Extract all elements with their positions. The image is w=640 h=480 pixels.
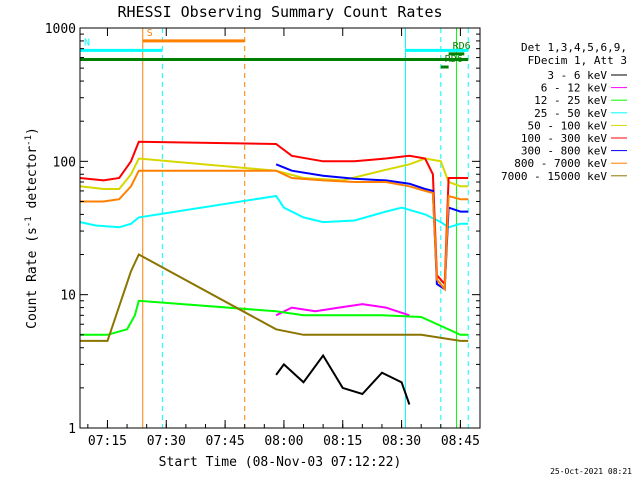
legend-label-2: 6 - 12 keV bbox=[541, 82, 608, 95]
legend-label-5: 50 - 100 keV bbox=[528, 119, 608, 132]
status-bar-label-1: S bbox=[147, 28, 153, 39]
plot-frame bbox=[79, 27, 481, 429]
series-line-8 bbox=[80, 169, 469, 292]
status-bar-label-5: RD6 bbox=[453, 41, 471, 52]
legend-label-6: 100 - 300 keV bbox=[521, 132, 607, 145]
legend-label-9: 7000 - 15000 keV bbox=[501, 170, 607, 183]
series-line-1 bbox=[275, 353, 411, 405]
legend-header-line-2: FDecim 1, Att 3 bbox=[528, 54, 627, 67]
timestamp: 25-Oct-2021 08:21 bbox=[550, 467, 632, 476]
legend: Det 1,3,4,5,6,9, FDecim 1, Att 3 3 - 6 k… bbox=[501, 41, 627, 183]
y-tick-label-4: 1000 bbox=[45, 22, 76, 37]
legend-header-line-1: Det 1,3,4,5,6,9, bbox=[521, 41, 627, 54]
x-tick-label-5: 08:15 bbox=[323, 434, 362, 449]
series-line-7 bbox=[275, 163, 469, 291]
legend-label-3: 12 - 25 keV bbox=[534, 94, 607, 107]
y-axis-label-end: ) bbox=[25, 127, 40, 135]
x-tick-label-2: 07:30 bbox=[147, 434, 186, 449]
y-axis-label-mid: detector bbox=[25, 146, 40, 217]
y-axis: 1 10 100 1000 bbox=[45, 22, 480, 437]
y-axis-label-sup1: -1 bbox=[24, 216, 34, 227]
series-line-9 bbox=[80, 253, 469, 342]
chart-title: RHESSI Observing Summary Count Rates bbox=[117, 3, 442, 21]
status-bar-label-2: N bbox=[84, 37, 90, 48]
x-axis-label: Start Time (08-Nov-03 07:12:22) bbox=[159, 455, 402, 470]
y-axis-label-main: Count Rate (s bbox=[25, 227, 40, 329]
x-tick-label-4: 08:00 bbox=[264, 434, 303, 449]
x-tick-label-6: 08:30 bbox=[382, 434, 421, 449]
series-line-3 bbox=[80, 299, 469, 336]
plot-area: S N RD6 RD6 bbox=[79, 28, 471, 428]
y-axis-label: Count Rate (s-1 detector-1) bbox=[24, 127, 40, 329]
legend-label-1: 3 - 6 keV bbox=[547, 69, 607, 82]
status-bar-label-6: RD6 bbox=[445, 54, 463, 65]
y-tick-label-1: 1 bbox=[68, 422, 76, 437]
y-axis-label-sup2: -1 bbox=[24, 135, 34, 146]
legend-label-7: 300 - 800 keV bbox=[521, 145, 607, 158]
x-tick-label-1: 07:15 bbox=[88, 434, 127, 449]
x-axis: 07:15 07:30 07:45 08:00 08:15 08:30 08:45 bbox=[87, 28, 481, 449]
y-tick-label-3: 100 bbox=[53, 155, 76, 170]
legend-label-8: 800 - 7000 keV bbox=[514, 157, 607, 170]
x-tick-label-3: 07:45 bbox=[206, 434, 245, 449]
x-tick-label-7: 08:45 bbox=[441, 434, 480, 449]
legend-label-4: 25 - 50 keV bbox=[534, 107, 607, 120]
series-line-2 bbox=[275, 303, 410, 317]
y-tick-label-2: 10 bbox=[60, 289, 76, 304]
series-line-4 bbox=[79, 194, 469, 229]
